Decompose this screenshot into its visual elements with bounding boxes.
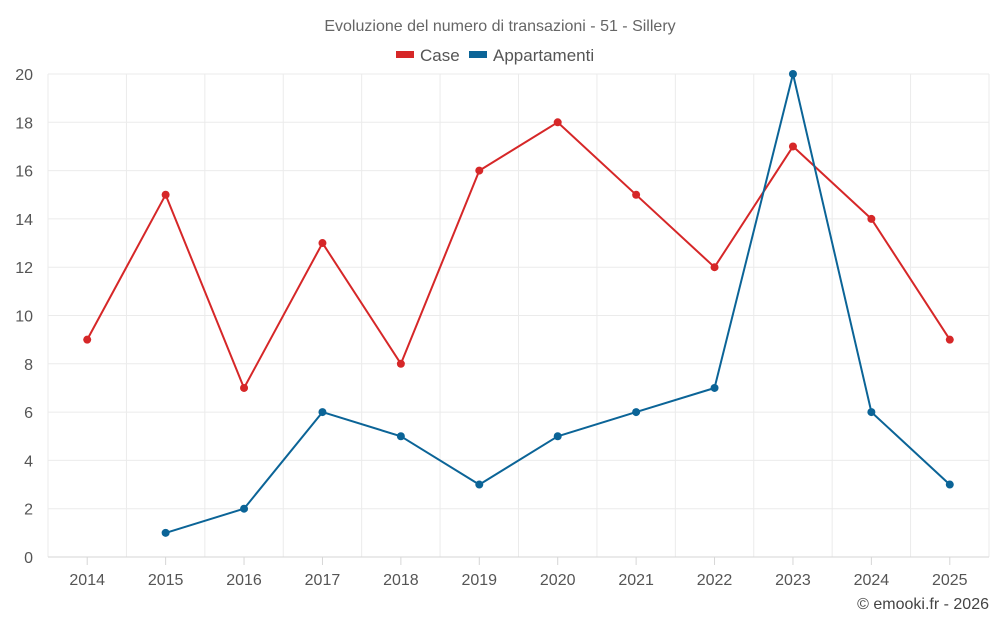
y-tick-label: 14 [15,212,33,229]
y-tick-label: 0 [24,550,33,567]
data-point-appartamenti[interactable] [240,504,249,513]
series [83,70,954,537]
x-tick-label: 2017 [305,572,341,589]
data-point-case[interactable] [788,142,797,151]
y-tick-label: 18 [15,115,33,132]
legend-label-case[interactable]: Case [420,46,460,65]
x-tick-label: 2016 [226,572,262,589]
x-tick-label: 2022 [697,572,733,589]
data-point-case[interactable] [632,190,641,199]
data-point-case[interactable] [867,214,876,223]
data-point-appartamenti[interactable] [867,408,876,417]
x-tick-label: 2023 [775,572,811,589]
x-tick-label: 2021 [618,572,654,589]
data-point-appartamenti[interactable] [632,408,641,417]
y-tick-label: 12 [15,260,33,277]
series-line-case [86,121,951,389]
legend-swatch-case [396,51,414,58]
x-tick-label: 2025 [932,572,968,589]
x-tick-label: 2018 [383,572,419,589]
axes: 0 2 4 6 8 10 12 14 16 18 20 2014 2015 2016 2017 2018 201… [15,67,989,589]
data-point-case[interactable] [396,359,405,368]
x-tick-label: 2015 [148,572,184,589]
y-tick-label: 16 [15,164,33,181]
data-point-case[interactable] [710,263,719,272]
data-point-appartamenti[interactable] [553,432,562,441]
y-tick-label: 8 [24,357,33,374]
x-tick-label: 2014 [69,572,105,589]
data-point-appartamenti[interactable] [318,408,327,417]
data-point-case[interactable] [161,190,170,199]
data-point-appartamenti[interactable] [396,432,405,441]
y-tick-label: 10 [15,309,33,326]
y-tick-label: 2 [24,502,33,519]
legend-label-appartamenti[interactable]: Appartamenti [493,46,594,65]
credit-text[interactable]: © emooki.fr - 2026 [857,596,989,613]
x-tick-label: 2019 [461,572,497,589]
data-point-case[interactable] [553,118,562,127]
data-point-appartamenti[interactable] [945,480,954,489]
data-point-appartamenti[interactable] [710,383,719,392]
x-tick-label: 2024 [854,572,890,589]
y-tick-label: 6 [24,405,33,422]
y-tick-label: 20 [15,67,33,84]
data-point-case[interactable] [945,335,954,344]
data-point-appartamenti[interactable] [475,480,484,489]
data-point-appartamenti[interactable] [788,70,797,78]
data-point-case[interactable] [240,383,249,392]
legend-swatch-appartamenti [469,51,487,58]
legend: Case Appartamenti [396,46,594,65]
data-point-case[interactable] [475,166,484,175]
data-point-case[interactable] [318,239,327,248]
data-point-appartamenti[interactable] [161,528,170,537]
data-point-case[interactable] [83,335,92,344]
y-tick-label: 4 [24,453,33,470]
chart-title: Evoluzione del numero di transazioni - 5… [324,18,675,35]
x-tick-label: 2020 [540,572,576,589]
